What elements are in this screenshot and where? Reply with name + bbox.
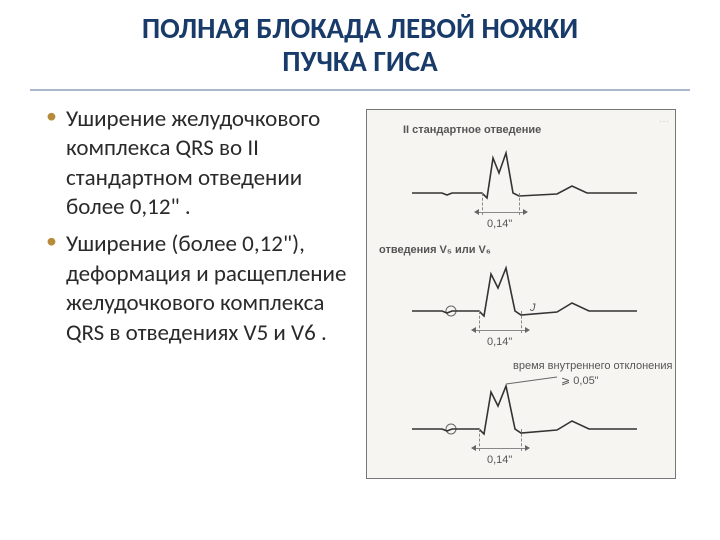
- figure-column: … II стандартное отведение 0,14" отведен…: [366, 105, 700, 479]
- list-item: Уширение желудочкового комплекса QRS во …: [44, 105, 354, 223]
- list-item: Уширение (более 0,12"), деформация и рас…: [44, 230, 354, 348]
- arrow-right-icon: [525, 327, 530, 333]
- arrow-right-icon: [523, 209, 528, 215]
- dev-marker-line: [506, 377, 557, 384]
- arrow-left-icon: [471, 445, 476, 451]
- bullet-text: Уширение желудочкового комплекса QRS во …: [66, 105, 320, 221]
- dimension-bar: [474, 330, 526, 331]
- title-line-2: ПУЧКА ГИСА: [282, 43, 437, 79]
- j-point-label: J: [530, 302, 536, 314]
- arrow-right-icon: [525, 445, 530, 451]
- bullet-list-column: Уширение желудочкового комплекса QRS во …: [44, 105, 354, 479]
- dimension-bar: [474, 448, 526, 449]
- ecg-waveform-v5v6: [407, 256, 642, 336]
- page-title: ПОЛНАЯ БЛОКАДА ЛЕВОЙ НОЖКИ ПУЧКА ГИСА: [0, 0, 720, 85]
- bullet-list: Уширение желудочкового комплекса QRS во …: [44, 105, 354, 349]
- content-row: Уширение желудочкового комплекса QRS во …: [0, 105, 720, 479]
- ecg-path: [412, 153, 637, 198]
- ecg-path: [412, 386, 637, 434]
- dimension-bar: [477, 212, 525, 213]
- fig-label-v5v6: отведения V₅ или V₆: [379, 244, 491, 256]
- slide: ПОЛНАЯ БЛОКАДА ЛЕВОЙ НОЖКИ ПУЧКА ГИСА Уш…: [0, 0, 720, 540]
- ecg-path: [412, 268, 637, 316]
- ecg-waveform-intdev: [407, 374, 642, 454]
- bullet-text: Уширение (более 0,12"), деформация и рас…: [66, 230, 346, 346]
- title-underline: [30, 89, 690, 91]
- ecg-figure: … II стандартное отведение 0,14" отведен…: [366, 109, 676, 479]
- fig-label-intdev: время внутреннего отклонения: [513, 360, 672, 372]
- arrow-left-icon: [474, 209, 479, 215]
- fig-label-lead2: II стандартное отведение: [403, 124, 541, 136]
- title-line-1: ПОЛНАЯ БЛОКАДА ЛЕВОЙ НОЖКИ: [142, 10, 578, 46]
- qrs-width-label: 0,14": [487, 454, 512, 466]
- qrs-width-label: 0,14": [487, 336, 512, 348]
- arrow-left-icon: [471, 327, 476, 333]
- ecg-waveform-lead2: [407, 138, 642, 218]
- qrs-width-label: 0,14": [487, 218, 512, 230]
- scan-noise: …: [659, 114, 669, 125]
